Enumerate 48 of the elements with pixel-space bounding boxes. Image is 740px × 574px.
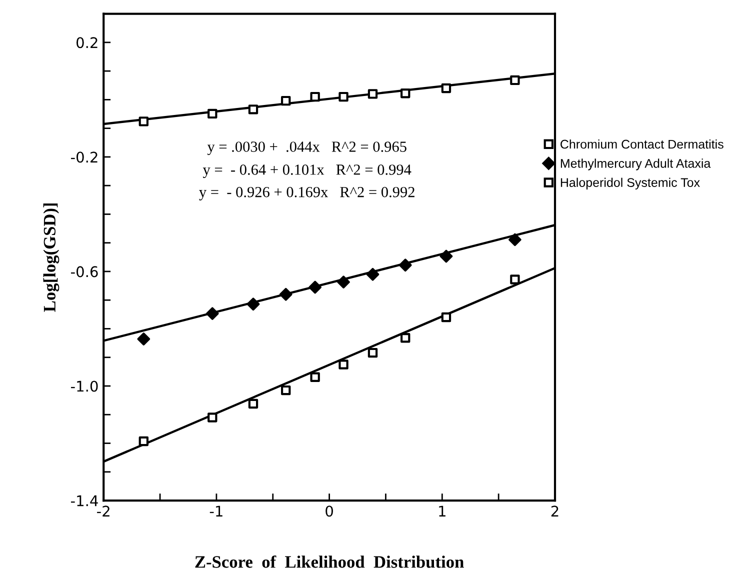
x-tick-label: 1 xyxy=(439,506,446,516)
point xyxy=(138,116,149,126)
x-axis-title: Z-Score of Likelihood Distribution xyxy=(195,555,464,568)
point xyxy=(281,96,291,106)
point xyxy=(398,258,412,272)
point xyxy=(368,348,378,358)
y-axis-title: Log[log(GSD)] xyxy=(43,203,60,312)
point xyxy=(440,250,453,263)
point xyxy=(368,89,378,99)
point xyxy=(337,276,350,288)
point xyxy=(281,385,291,396)
point xyxy=(308,280,322,294)
point xyxy=(208,108,218,119)
annotation: y = .0030 + .044x R^2 = 0.965 xyxy=(207,142,406,156)
annotation: y = - 0.926 + 0.169x R^2 = 0.992 xyxy=(199,186,414,200)
y-tick-label: -0.2 xyxy=(71,152,98,163)
y-tick-label: 0.2 xyxy=(76,37,98,48)
x-tick-label: 0 xyxy=(326,506,333,517)
y-tick-label: -1.0 xyxy=(71,380,98,392)
annotation: y = - 0.64 + 0.101x R^2 = 0.994 xyxy=(202,164,412,178)
x-tick-label: 2 xyxy=(551,506,558,516)
point xyxy=(400,333,410,343)
legend-label: Chromium Contact Dermatitis xyxy=(560,139,724,149)
point xyxy=(400,88,410,98)
point xyxy=(246,298,260,311)
y-tick-label: -0.6 xyxy=(71,266,98,278)
point xyxy=(310,372,320,382)
x-tick-label: -2 xyxy=(97,506,110,516)
point xyxy=(137,332,150,346)
point xyxy=(208,412,218,422)
point xyxy=(441,83,452,94)
point xyxy=(310,92,320,102)
point xyxy=(366,268,380,281)
point xyxy=(508,233,522,246)
point xyxy=(206,307,219,320)
legend-label: Methylmercury Adult Ataxia xyxy=(560,158,711,170)
x-tick-label: -1 xyxy=(210,506,222,516)
point xyxy=(279,288,292,301)
point xyxy=(248,398,258,409)
y-tick-label: -1.4 xyxy=(71,495,98,506)
point xyxy=(138,436,149,446)
point xyxy=(338,360,348,370)
point xyxy=(441,312,452,322)
point xyxy=(248,104,258,114)
legend-label: Haloperidol Systemic Tox xyxy=(560,178,700,190)
point xyxy=(338,92,348,102)
point xyxy=(510,274,520,284)
point xyxy=(510,75,520,86)
